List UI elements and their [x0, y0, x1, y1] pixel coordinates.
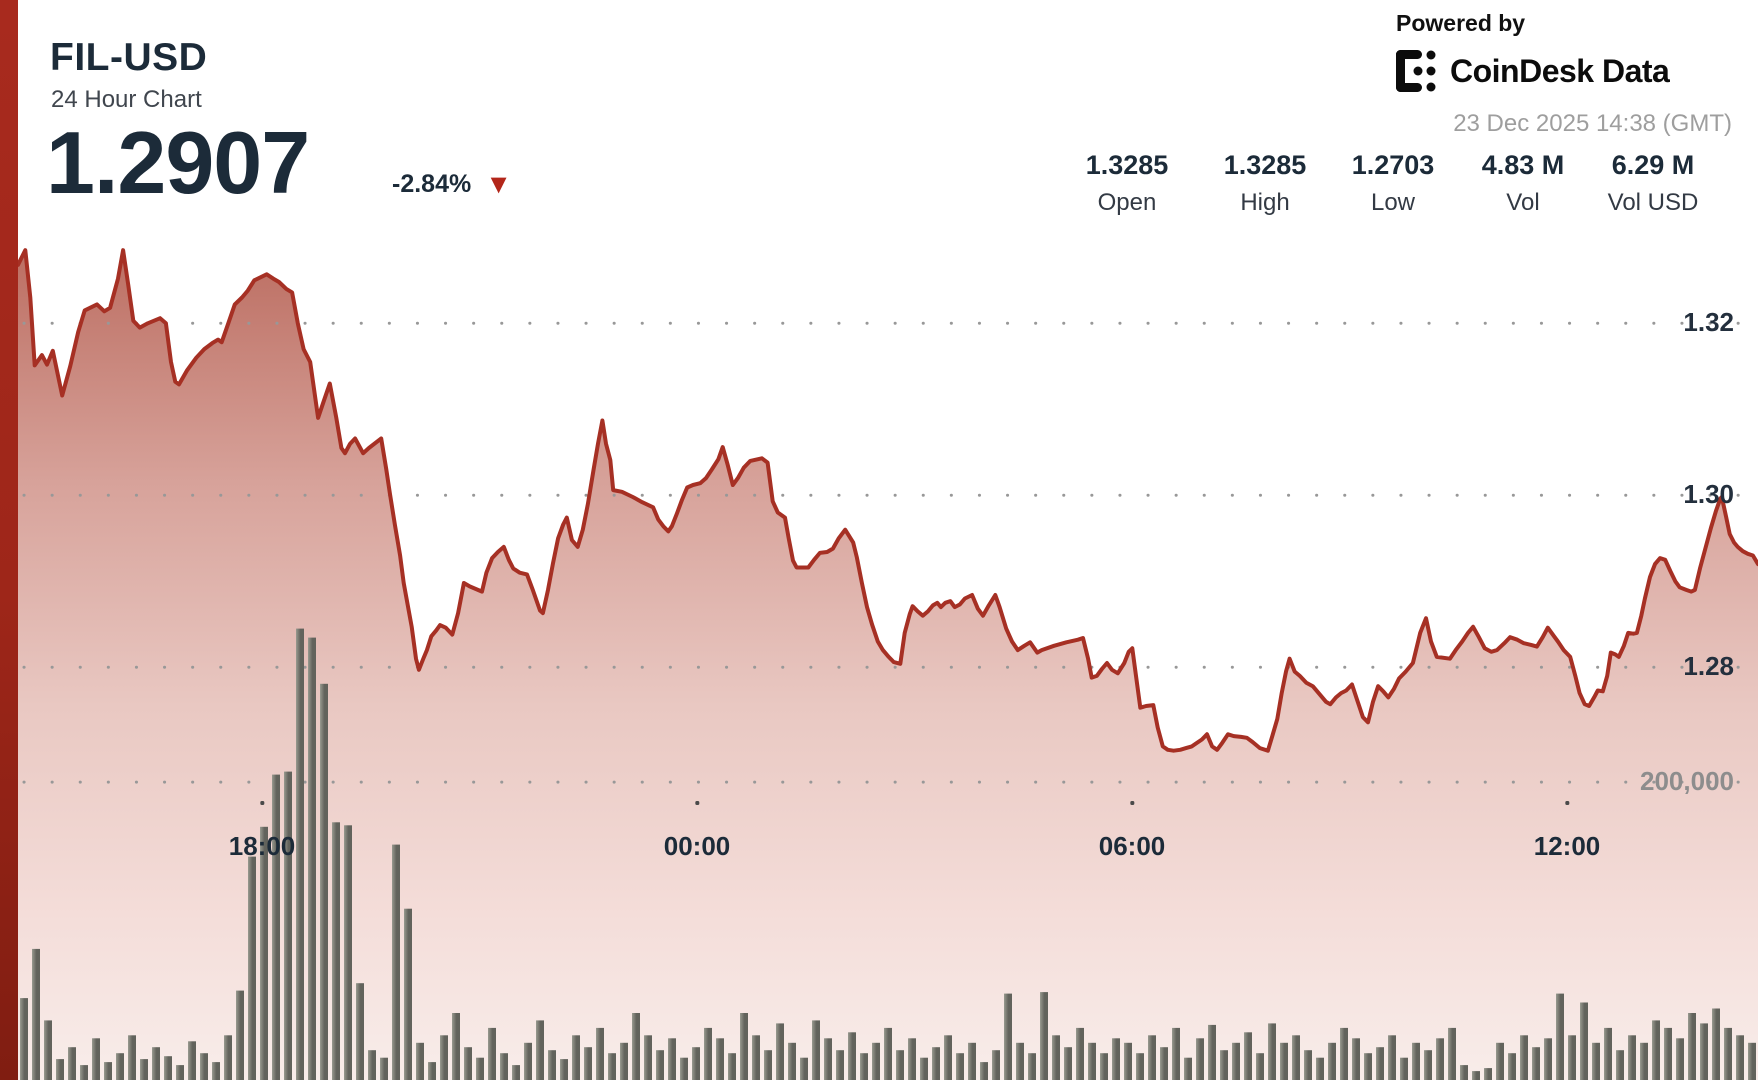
stat-high: 1.3285 High [1224, 150, 1307, 217]
volume-usd-label: Vol USD [1607, 189, 1699, 216]
coindesk-data-logo: CoinDesk Data [1394, 48, 1670, 94]
open-label: Open [1097, 189, 1157, 216]
price-axis-tick-1-28: 1.28 [1683, 651, 1734, 681]
price-axis-tick-1-30: 1.30 [1683, 479, 1734, 509]
stat-low: 1.2703 Low [1352, 150, 1435, 217]
open-value: 1.3285 [1085, 150, 1169, 180]
volume-axis-tick: 200,000 [1640, 766, 1734, 796]
down-triangle-icon: ▼ [485, 169, 512, 199]
volume-usd-value: 6.29 M [1611, 150, 1695, 180]
change-percent: -2.84% [392, 170, 472, 198]
coindesk-logo-icon [1396, 50, 1436, 92]
time-axis-tick-12: 12:00 [1533, 831, 1601, 861]
low-label: Low [1370, 189, 1416, 216]
last-price: 1.2907 [46, 113, 310, 212]
symbol-title: FIL-USD [50, 36, 208, 79]
brand-name: CoinDesk Data [1450, 52, 1670, 89]
time-axis-tick-18: 18:00 [228, 831, 296, 861]
left-edge-accent-bar [0, 0, 18, 1080]
stat-volume: 4.83 M Vol [1482, 150, 1565, 217]
powered-by-label: Powered by [1396, 10, 1526, 36]
price-change: -2.84% ▼ [392, 170, 512, 199]
high-value: 1.3285 [1223, 150, 1307, 180]
time-axis-tick-06: 06:00 [1098, 831, 1166, 861]
chart-timestamp: 23 Dec 2025 14:38 (GMT) [1453, 110, 1732, 137]
high-label: High [1240, 189, 1290, 216]
price-axis-tick-1-32: 1.32 [1683, 307, 1734, 337]
chart-range-subtitle: 24 Hour Chart [51, 86, 202, 113]
volume-label: Vol [1506, 189, 1540, 216]
low-value: 1.2703 [1351, 150, 1435, 180]
volume-value: 4.83 M [1481, 150, 1565, 180]
stat-open: 1.3285 Open [1086, 150, 1169, 217]
time-axis-tick-00: 00:00 [663, 831, 731, 861]
stat-volume-usd: 6.29 M Vol USD [1608, 150, 1699, 217]
